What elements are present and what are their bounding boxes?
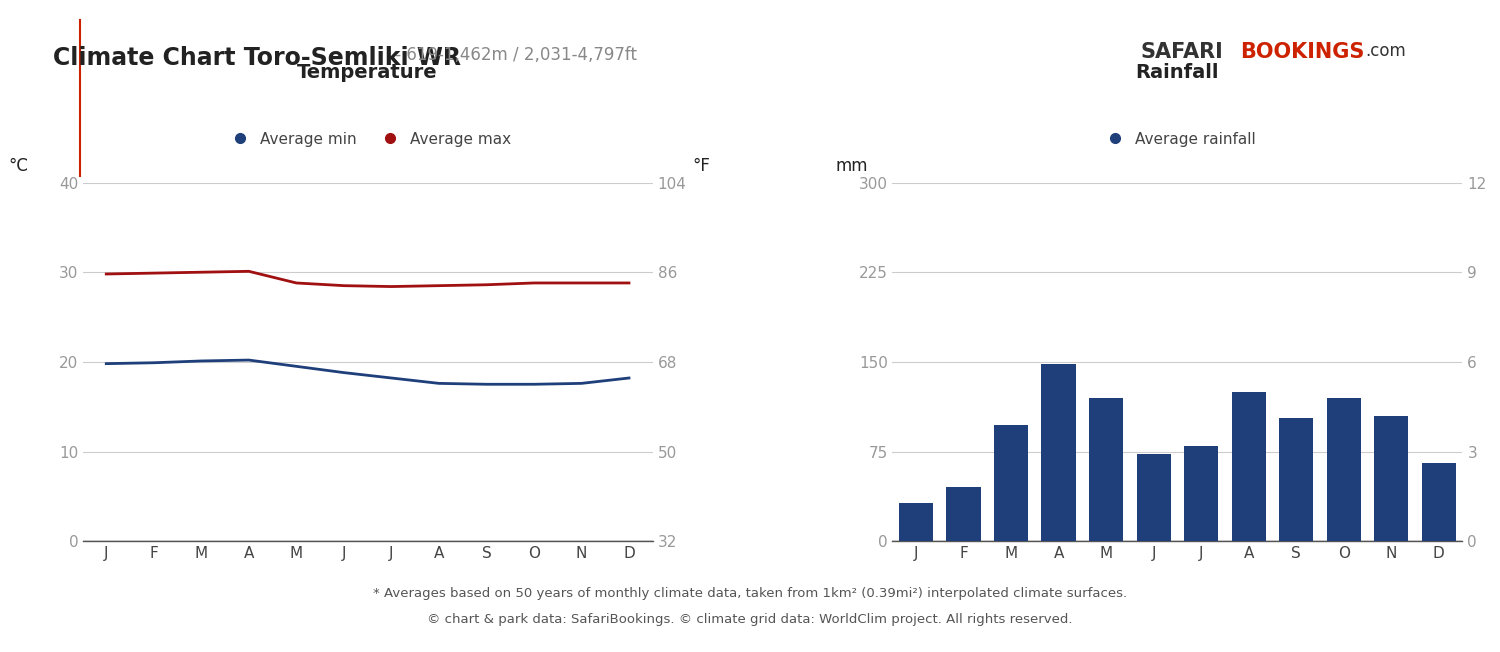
Bar <box>1041 364 1076 541</box>
Bar <box>1184 445 1218 541</box>
Bar <box>1326 398 1360 541</box>
Text: * Averages based on 50 years of monthly climate data, taken from 1km² (0.39mi²) : * Averages based on 50 years of monthly … <box>374 587 1126 600</box>
Text: BOOKINGS: BOOKINGS <box>1240 42 1365 63</box>
Text: © chart & park data: SafariBookings. © climate grid data: WorldClim project. All: © chart & park data: SafariBookings. © c… <box>427 613 1072 626</box>
Legend: Average min, Average max: Average min, Average max <box>219 126 518 153</box>
Bar <box>1232 392 1266 541</box>
Bar <box>946 487 981 541</box>
Text: Climate Chart Toro-Semliki WR: Climate Chart Toro-Semliki WR <box>53 46 461 70</box>
Text: Temperature: Temperature <box>297 63 438 82</box>
Bar <box>898 503 933 541</box>
Text: °C: °C <box>9 157 28 175</box>
Text: .com: .com <box>1365 42 1406 61</box>
Text: Rainfall: Rainfall <box>1136 63 1220 82</box>
Text: °F: °F <box>692 157 709 175</box>
Text: mm: mm <box>836 157 867 175</box>
Bar <box>1280 418 1314 541</box>
Bar <box>1089 398 1124 541</box>
Legend: Average rainfall: Average rainfall <box>1094 126 1262 153</box>
Bar <box>1422 464 1456 541</box>
Text: - 619-1,462m / 2,031-4,797ft: - 619-1,462m / 2,031-4,797ft <box>390 46 638 64</box>
Text: SAFARI: SAFARI <box>1140 42 1222 63</box>
Bar <box>1137 454 1170 541</box>
Bar <box>994 425 1028 541</box>
Bar <box>1374 416 1408 541</box>
